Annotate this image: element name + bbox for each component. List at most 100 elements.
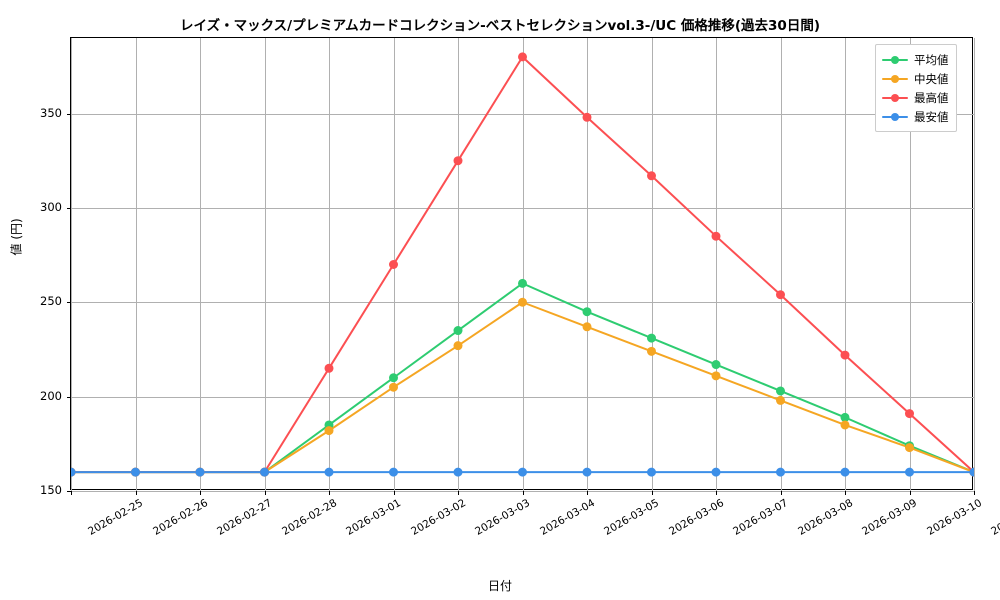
data-point: [131, 467, 140, 477]
data-point: [647, 333, 656, 343]
data-point: [582, 112, 592, 122]
x-gridline: [651, 38, 653, 491]
data-point: [518, 52, 527, 62]
series-line-3: [71, 55, 974, 474]
x-gridline: [909, 38, 911, 491]
legend-item-1[interactable]: 平均値: [882, 50, 949, 69]
legend-marker-icon: [882, 92, 908, 104]
data-point: [518, 467, 527, 477]
data-point: [647, 346, 656, 356]
grid-layer: [67, 38, 975, 495]
data-point: [905, 467, 914, 477]
data-point: [776, 395, 785, 405]
data-point: [324, 426, 334, 436]
legend-label: 最高値: [914, 90, 949, 105]
y-tick-mark: [67, 207, 71, 209]
data-point: [582, 467, 592, 477]
x-gridline: [135, 38, 137, 491]
x-tick-mark: [458, 491, 459, 495]
legend-item-3[interactable]: 最高値: [882, 88, 949, 107]
data-point: [389, 467, 398, 477]
x-tick-mark: [200, 491, 201, 495]
data-point: [453, 156, 463, 166]
x-tick-label: 2026-02-25: [86, 497, 146, 538]
legend-marker-icon: [882, 111, 908, 123]
data-point: [776, 467, 785, 477]
legend-item-2[interactable]: 中央値: [882, 69, 949, 88]
data-point: [453, 467, 463, 477]
x-tick-mark: [71, 491, 72, 495]
y-tick-label: 300: [40, 199, 62, 214]
x-tick-mark: [716, 491, 717, 495]
legend-label: 中央値: [914, 71, 949, 86]
series-layer: [71, 52, 974, 477]
data-point: [518, 297, 527, 307]
data-point: [647, 467, 656, 477]
x-tick-label: 2026-03-09: [860, 497, 920, 538]
y-tick-mark: [67, 491, 71, 492]
legend-marker-icon: [882, 54, 908, 66]
data-point: [840, 350, 850, 360]
x-axis-label: 日付: [487, 579, 512, 593]
chart-legend: 平均値中央値最高値最安値: [875, 44, 957, 132]
data-point: [840, 467, 850, 477]
y-tick-label: 150: [40, 483, 62, 497]
data-point: [389, 260, 398, 269]
x-tick-mark: [329, 491, 330, 495]
data-point: [905, 443, 914, 453]
y-tick-label: 350: [40, 105, 62, 120]
data-point: [260, 467, 269, 477]
x-tick-label: 2026-03-01: [344, 497, 404, 538]
x-tick-label: 2026-03-08: [795, 497, 855, 538]
x-tick-label: 2026-03-04: [537, 497, 597, 538]
x-gridline: [71, 38, 72, 491]
x-gridline: [974, 38, 975, 491]
data-point: [389, 382, 398, 392]
x-tick-mark: [522, 491, 524, 495]
y-tick-mark: [67, 302, 71, 304]
y-tick-label: 200: [40, 388, 62, 403]
x-tick-mark: [587, 491, 588, 495]
legend-label: 平均値: [914, 52, 949, 67]
data-point: [711, 231, 721, 241]
plot-area: [67, 37, 975, 495]
series-line-2: [71, 301, 974, 474]
x-gridline: [264, 38, 266, 491]
data-point: [71, 467, 76, 477]
data-point: [453, 326, 463, 336]
x-tick-label: 2026-02-27: [215, 497, 275, 538]
data-point: [969, 467, 974, 477]
x-gridline: [522, 38, 524, 491]
data-point: [582, 322, 592, 332]
x-tick-mark: [780, 491, 782, 495]
y-axis-label: 値 (円): [9, 217, 24, 255]
x-tick-label: 2026-03-10: [924, 497, 984, 538]
x-tick-mark: [845, 491, 846, 495]
x-tick-mark: [135, 491, 137, 495]
x-tick-mark: [909, 491, 911, 495]
x-tick-mark: [264, 491, 266, 495]
data-point: [389, 373, 398, 383]
x-gridline: [329, 38, 330, 491]
x-tick-label: 2026-03-02: [408, 497, 468, 538]
data-point: [582, 307, 592, 317]
data-point: [905, 409, 914, 419]
x-tick-label: 2026-03-11: [989, 497, 1000, 538]
x-tick-label: 2026-03-05: [602, 497, 662, 538]
x-tick-label: 2026-02-26: [150, 497, 210, 538]
legend-item-4[interactable]: 最安値: [882, 107, 949, 126]
x-tick-mark: [974, 491, 975, 495]
legend-marker-icon: [882, 73, 908, 85]
data-point: [647, 171, 656, 181]
y-tick-mark: [67, 113, 71, 115]
x-gridline: [780, 38, 782, 491]
y-tick-label: 250: [40, 294, 62, 309]
x-gridline: [716, 38, 717, 491]
data-point: [711, 467, 721, 477]
x-tick-label: 2026-03-07: [731, 497, 791, 538]
y-tick-mark: [67, 396, 71, 398]
x-tick-label: 2026-02-28: [279, 497, 339, 538]
chart-title: レイズ・マックス/プレミアムカードコレクション-ベストセレクションvol.3-/…: [179, 18, 820, 34]
x-tick-label: 2026-03-06: [666, 497, 726, 538]
data-point: [195, 467, 205, 477]
